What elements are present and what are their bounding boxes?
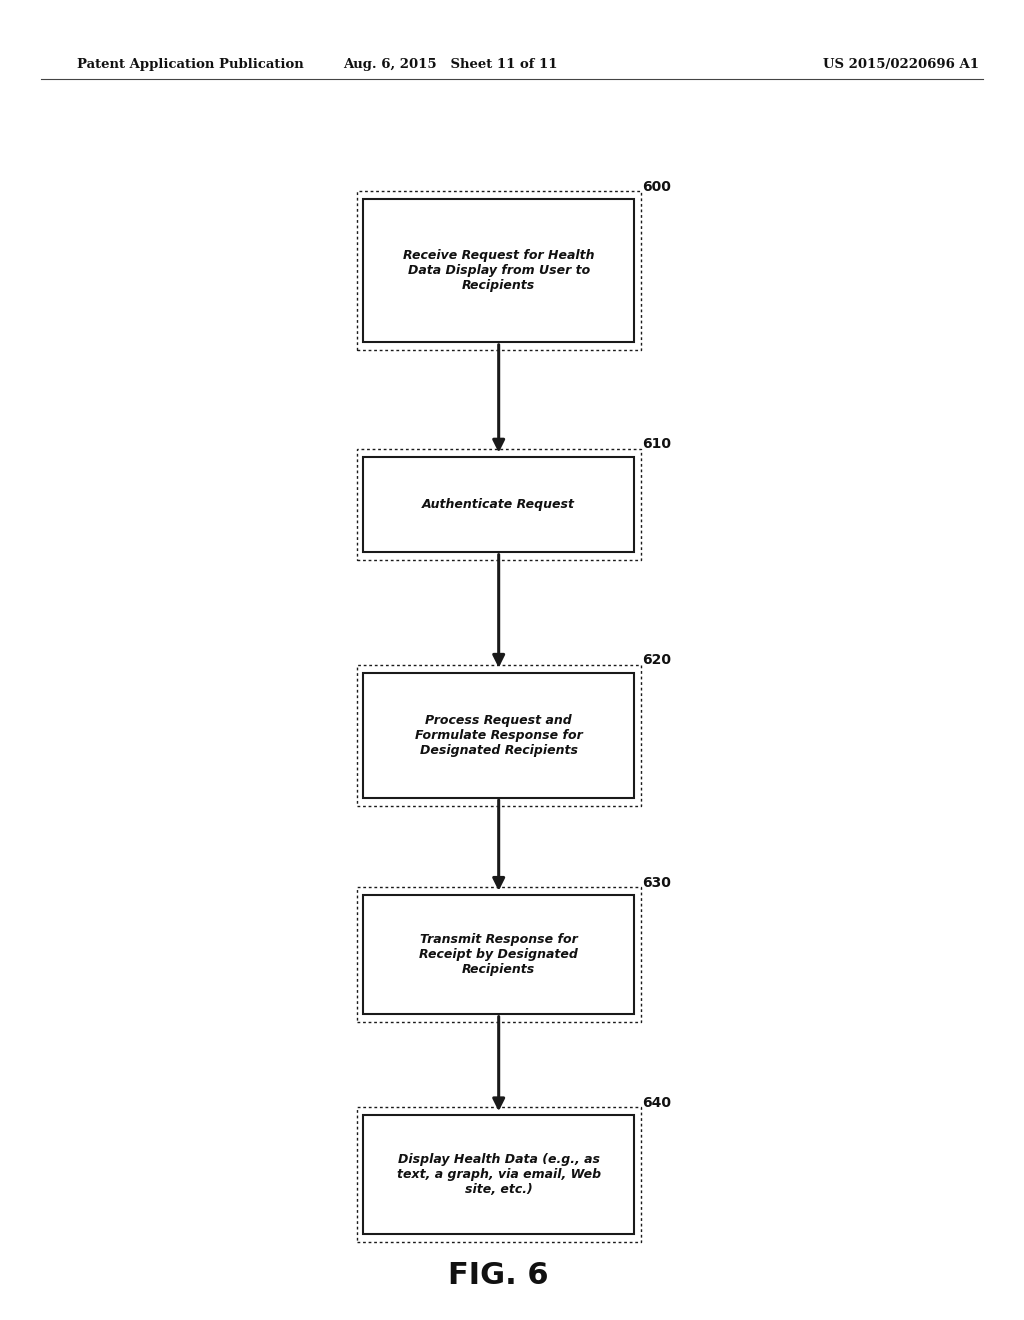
Text: 600: 600: [643, 180, 672, 194]
Bar: [362, 672, 634, 797]
Bar: [356, 449, 641, 560]
Text: Aug. 6, 2015   Sheet 11 of 11: Aug. 6, 2015 Sheet 11 of 11: [343, 58, 558, 71]
Text: 610: 610: [643, 437, 672, 451]
Bar: [356, 887, 641, 1022]
Bar: [362, 895, 634, 1014]
Bar: [356, 665, 641, 805]
Bar: [362, 199, 634, 342]
Text: Transmit Response for
Receipt by Designated
Recipients: Transmit Response for Receipt by Designa…: [419, 933, 579, 975]
Bar: [362, 1115, 634, 1234]
Text: Patent Application Publication: Patent Application Publication: [77, 58, 303, 71]
Bar: [356, 1107, 641, 1242]
Bar: [362, 457, 634, 552]
Text: Authenticate Request: Authenticate Request: [422, 498, 575, 511]
Text: Process Request and
Formulate Response for
Designated Recipients: Process Request and Formulate Response f…: [415, 714, 583, 756]
Bar: [356, 191, 641, 350]
Text: US 2015/0220696 A1: US 2015/0220696 A1: [823, 58, 979, 71]
Text: FIG. 6: FIG. 6: [449, 1261, 549, 1290]
Text: 630: 630: [643, 875, 672, 890]
Text: 620: 620: [643, 653, 672, 668]
Text: 640: 640: [643, 1096, 672, 1110]
Text: Display Health Data (e.g., as
text, a graph, via email, Web
site, etc.): Display Health Data (e.g., as text, a gr…: [396, 1154, 601, 1196]
Text: Receive Request for Health
Data Display from User to
Recipients: Receive Request for Health Data Display …: [402, 249, 595, 292]
